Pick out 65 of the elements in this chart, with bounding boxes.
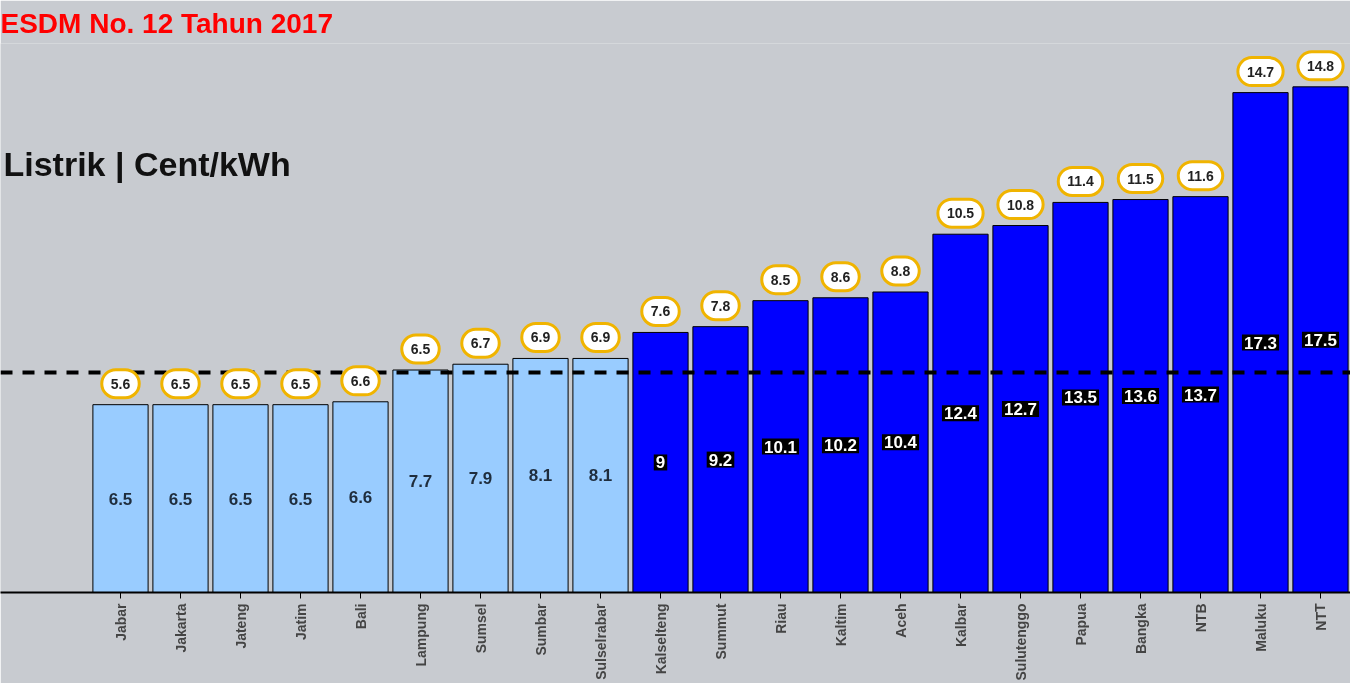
x-tick-label: Kalbar: [952, 602, 969, 648]
data-label: 9: [655, 453, 666, 473]
x-tick-label: Jabar: [112, 602, 129, 641]
x-tick-label: Jateng: [232, 603, 249, 649]
data-label: 17.3: [1243, 333, 1278, 353]
x-tick-label: Summut: [712, 603, 729, 660]
x-tick-label: Sulutenggo: [1012, 603, 1029, 681]
annotation: 5.6: [110, 375, 131, 392]
annotation: 10.5: [946, 205, 975, 222]
annotation: 6.7: [470, 335, 491, 352]
x-tick-label: NTT: [1312, 603, 1329, 631]
annotation: 6.5: [410, 341, 431, 358]
x-tick-label: Kalselteng: [652, 603, 669, 675]
data-label: 10.4: [883, 433, 918, 453]
x-tick-label: Bali: [352, 603, 369, 630]
text: Listrik | Cent/kWh: [3, 145, 291, 184]
annotation: 6.9: [590, 329, 611, 346]
annotation: 7.8: [710, 297, 731, 314]
data-label: 6.6: [350, 372, 371, 389]
chart-title: ESDM No. 12 Tahun 2017: [0, 7, 333, 39]
annotation: 6.9: [530, 329, 551, 346]
data-label: 13.6: [1123, 387, 1158, 407]
data-label: 10.2: [823, 436, 858, 456]
data-label: 6.5: [290, 375, 311, 392]
annotation: 8.5: [770, 271, 791, 288]
x-tick-label: Sumsel: [472, 603, 489, 654]
data-label: 12.4: [943, 404, 978, 424]
data-label: 8.1: [588, 466, 613, 486]
annotation: 8.6: [830, 268, 851, 285]
x-tick-label: NTB: [1192, 603, 1209, 633]
x-tick-label: Riau: [772, 603, 789, 634]
annotation: 14.8: [1306, 57, 1335, 74]
annotation: 11.5: [1127, 170, 1154, 187]
data-label: 6.5: [170, 375, 191, 392]
annotation: 7.6: [650, 303, 671, 320]
data-label: 7.9: [468, 469, 493, 489]
x-tick-label: Lampung: [412, 603, 429, 667]
annotation: 11.6: [1187, 167, 1214, 184]
annotation: 6.5: [228, 489, 253, 509]
annotation: 14.7: [1246, 63, 1275, 80]
annotation: 6.6: [348, 488, 373, 508]
data-label: 10.1: [763, 437, 798, 457]
x-tick-label: Papua: [1072, 603, 1089, 646]
annotation: 11.4: [1067, 173, 1094, 190]
annotation: 6.5: [168, 489, 193, 509]
x-tick-label: Sumbar: [532, 602, 549, 656]
data-label: 12.7: [1003, 400, 1038, 420]
data-label: 6.5: [230, 375, 251, 392]
data-label: 13.5: [1063, 388, 1098, 408]
annotation: 10.8: [1006, 196, 1035, 213]
x-tick-label: Kaltim: [832, 603, 849, 647]
data-label: 8.1: [528, 466, 553, 486]
x-tick-label: Maluku: [1252, 603, 1269, 652]
x-tick-label: Bangka: [1132, 603, 1149, 655]
x-tick-label: Jakarta: [172, 603, 189, 653]
data-label: 6.5: [108, 489, 133, 509]
data-label: 7.7: [408, 472, 433, 492]
x-tick-label: Aceh: [892, 603, 909, 638]
data-label: 17.5: [1303, 330, 1338, 350]
data-label: 9.2: [708, 450, 733, 470]
annotation: 8.8: [890, 262, 911, 279]
annotation: 6.5: [288, 489, 313, 509]
x-tick-label: Jatim: [292, 603, 309, 641]
x-tick-label: Sulselrabar: [592, 602, 609, 680]
data-label: 13.7: [1183, 385, 1218, 405]
